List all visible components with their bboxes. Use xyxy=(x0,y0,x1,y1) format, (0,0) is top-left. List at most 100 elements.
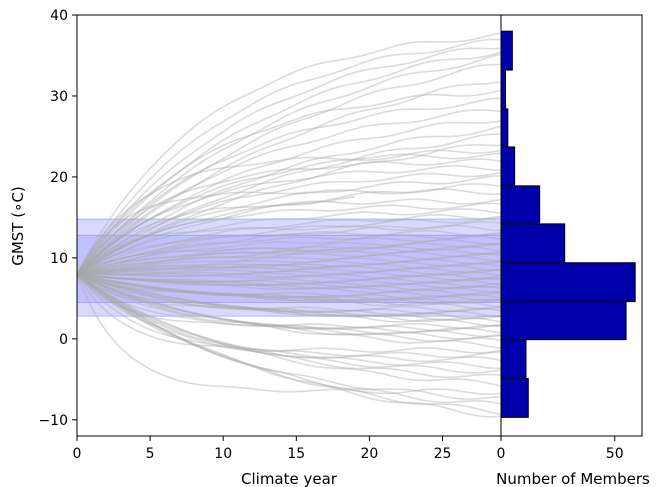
histogram-bar xyxy=(500,223,566,264)
member-line xyxy=(76,273,502,305)
member-trajectories xyxy=(76,32,502,418)
member-line xyxy=(76,224,502,275)
y-axis-label: GMST (∘C) xyxy=(9,186,27,266)
x-axis-ticks: 0 5 10 15 20 25 xyxy=(73,436,452,462)
member-line xyxy=(76,248,502,275)
y-tick-label: 20 xyxy=(50,170,68,186)
member-line xyxy=(76,273,502,330)
member-line xyxy=(76,239,502,275)
member-line xyxy=(76,149,502,275)
member-line xyxy=(76,241,502,275)
member-line xyxy=(76,273,502,416)
member-line xyxy=(76,120,502,275)
x-tick-label: 25 xyxy=(434,446,452,462)
member-line xyxy=(76,273,502,374)
member-line xyxy=(76,273,502,332)
member-line xyxy=(76,215,502,275)
member-line xyxy=(76,232,502,275)
member-line xyxy=(76,273,502,292)
member-line xyxy=(76,273,502,315)
histogram-bar xyxy=(500,69,507,110)
member-line xyxy=(76,255,502,275)
member-line xyxy=(76,273,502,418)
member-line xyxy=(76,273,502,370)
member-line xyxy=(76,268,502,276)
x-axis-label: Climate year xyxy=(241,470,338,487)
member-line xyxy=(76,273,502,400)
histogram-bars xyxy=(500,30,636,418)
member-line xyxy=(76,273,502,334)
member-line xyxy=(76,214,502,275)
histogram-x-tick-label: 50 xyxy=(606,446,624,462)
member-line xyxy=(76,208,502,275)
histogram-bar xyxy=(500,146,516,187)
member-line xyxy=(76,273,502,320)
spread-band-1 xyxy=(76,234,502,303)
member-line xyxy=(76,252,502,275)
member-line xyxy=(76,273,502,323)
member-line xyxy=(76,188,502,275)
y-axis-ticks: −10 0 10 20 30 40 xyxy=(38,8,77,429)
member-line xyxy=(76,273,502,387)
member-line xyxy=(76,63,502,275)
histogram-bar xyxy=(500,30,513,71)
histogram-bar xyxy=(500,185,541,225)
y-tick-label: −10 xyxy=(38,413,68,429)
histogram-x-tick-label: 0 xyxy=(497,446,506,462)
member-line xyxy=(76,273,502,363)
member-line xyxy=(76,175,502,275)
histogram-bar xyxy=(500,301,627,341)
member-line xyxy=(76,259,502,275)
member-line xyxy=(76,171,502,275)
member-line xyxy=(76,264,502,275)
member-line xyxy=(76,273,502,338)
member-line xyxy=(76,273,502,290)
member-line xyxy=(76,229,502,275)
histogram-x-ticks: 0 50 xyxy=(497,436,624,462)
histogram-bar xyxy=(500,378,529,418)
member-line xyxy=(76,243,502,275)
member-line xyxy=(76,273,502,289)
member-line xyxy=(76,273,502,302)
member-line xyxy=(76,89,502,275)
y-tick-label: 30 xyxy=(50,89,68,105)
member-line xyxy=(76,273,502,286)
member-line xyxy=(76,198,502,275)
member-line xyxy=(76,273,502,396)
member-line xyxy=(76,47,502,275)
x-tick-label: 10 xyxy=(214,446,232,462)
member-line xyxy=(76,273,502,405)
member-line xyxy=(76,273,502,379)
member-line xyxy=(76,273,502,349)
x-tick-label: 0 xyxy=(73,446,82,462)
member-line xyxy=(76,165,502,275)
y-tick-label: 10 xyxy=(50,251,68,267)
spread-bands xyxy=(76,218,502,317)
member-line xyxy=(76,125,502,275)
member-line xyxy=(76,273,502,318)
y-tick-label: 0 xyxy=(59,332,68,348)
x-tick-label: 5 xyxy=(146,446,155,462)
member-line xyxy=(76,80,502,275)
member-line xyxy=(76,158,502,275)
member-line xyxy=(76,273,502,282)
x-tick-label: 20 xyxy=(360,446,378,462)
member-line xyxy=(76,273,502,310)
member-line xyxy=(76,32,502,275)
member-line xyxy=(76,273,502,296)
y-tick-label: 40 xyxy=(50,8,68,24)
histogram-plot: 0 50 Number of Members xyxy=(496,14,650,487)
member-line xyxy=(76,273,502,340)
member-line-short xyxy=(76,196,355,275)
histogram-bar xyxy=(500,108,509,148)
member-line xyxy=(76,273,502,327)
member-line xyxy=(76,273,502,309)
histogram-plot-frame xyxy=(500,14,643,437)
member-line xyxy=(76,273,502,284)
member-line xyxy=(76,38,502,275)
member-line xyxy=(76,183,502,275)
member-line xyxy=(76,273,502,359)
member-line xyxy=(76,273,502,322)
x-tick-label: 15 xyxy=(287,446,305,462)
